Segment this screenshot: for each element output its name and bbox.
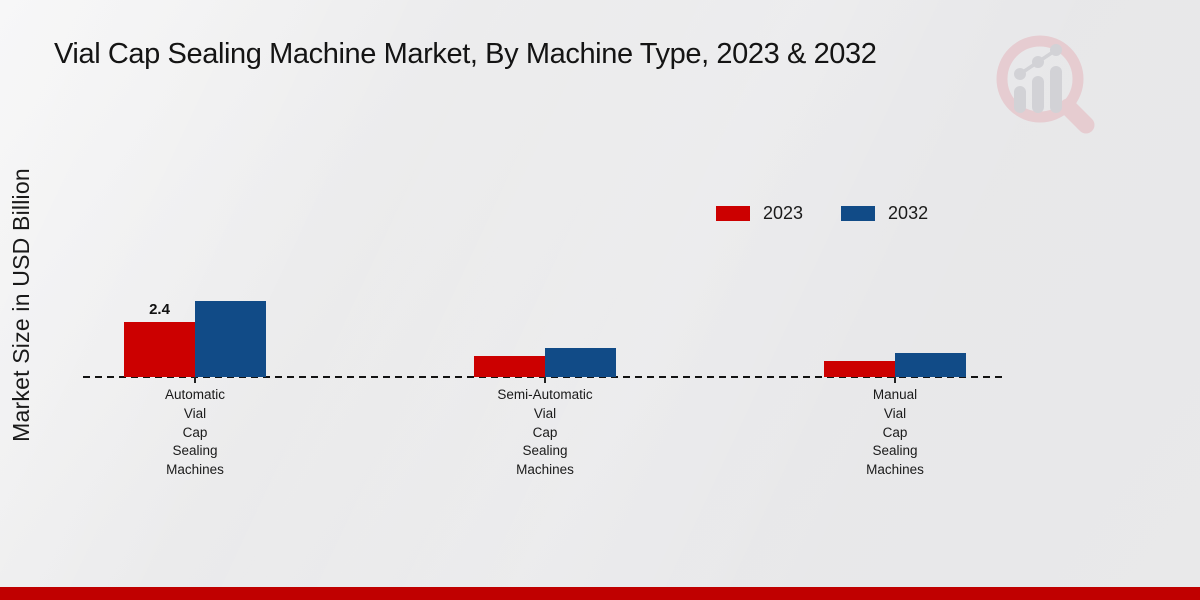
legend-label-2032: 2032 [888,203,929,223]
legend-label-2023: 2023 [763,203,804,223]
footer-accent-bar [0,587,1200,600]
bar-2023-manual [824,361,895,377]
x-axis-tick-automatic [194,377,196,383]
bar-2032-manual [895,353,966,377]
legend-item-2032: 2032 [841,203,928,224]
bar-group-manual: Manual Vial Cap Sealing Machines [745,0,1045,560]
bar-2023-automatic [124,322,195,377]
chart-title: Vial Cap Sealing Machine Market, By Mach… [54,38,877,70]
x-axis-tick-semi-automatic [544,377,546,383]
bar-2023-semi-automatic [474,356,545,377]
legend-item-2023: 2023 [716,203,803,224]
magnifier-bar-chart-icon [996,35,1095,134]
category-label-semi-automatic: Semi-Automatic Vial Cap Sealing Machines [497,387,593,478]
bar-group-automatic: 2.4 Automatic Vial Cap Sealing Machines [45,0,345,560]
x-axis-tick-manual [894,377,896,383]
legend: 2023 2032 [716,203,928,224]
bar-2032-semi-automatic [545,348,616,377]
bar-2032-automatic [195,301,266,377]
category-label-automatic: Automatic Vial Cap Sealing Machines [164,387,226,478]
bar-group-semi-automatic: Semi-Automatic Vial Cap Sealing Machines [395,0,695,560]
watermark-logo [983,24,1103,149]
legend-swatch-2023 [716,206,750,221]
legend-swatch-2032 [841,206,876,221]
y-axis-label: Market Size in USD Billion [8,168,34,442]
category-label-manual: Manual Vial Cap Sealing Machines [866,387,924,478]
bar-value-label-2023-automatic: 2.4 [149,301,170,318]
